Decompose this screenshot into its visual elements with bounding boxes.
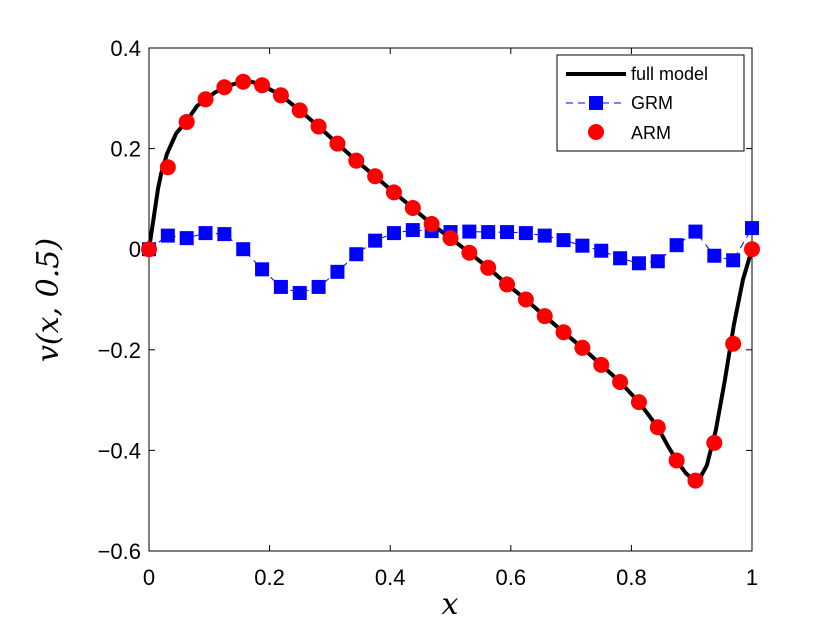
arm-point <box>367 168 384 185</box>
y-tick-label: −0.2 <box>98 338 141 363</box>
arm-point <box>291 102 308 119</box>
grm-point <box>669 238 684 253</box>
arm-point <box>499 276 516 293</box>
x-tick-label: 1 <box>746 565 758 590</box>
y-tick-label: −0.4 <box>98 438 141 463</box>
y-axis-label: v(x, 0.5) <box>31 238 66 362</box>
grm-point <box>688 224 703 239</box>
arm-point <box>442 230 459 247</box>
grm-point <box>518 226 533 241</box>
arm-point <box>649 419 666 436</box>
y-tick-label: 0.4 <box>110 36 141 61</box>
grm-point <box>386 226 401 241</box>
arm-point <box>385 184 402 201</box>
legend: full model GRM ARM <box>556 54 745 152</box>
arm-point <box>272 87 289 104</box>
grm-point <box>179 231 194 246</box>
arm-point <box>706 434 723 451</box>
grm-point <box>349 247 364 262</box>
arm-point <box>310 118 327 135</box>
x-tick-label: 0.2 <box>254 565 285 590</box>
grm-point <box>462 224 477 239</box>
legend-box <box>556 54 745 152</box>
arm-point <box>630 394 647 411</box>
grm-point <box>368 233 383 248</box>
grm-point <box>726 253 741 268</box>
legend-grm-marker <box>589 96 603 110</box>
grm-point <box>707 248 722 263</box>
axis-ticks: 0 0.2 0.4 0.6 0.8 1 −0.6 −0.4 −0.2 0 0.2 0.4 <box>98 36 759 590</box>
arm-point <box>536 308 553 325</box>
grm-point <box>236 242 251 257</box>
arm-point <box>178 113 195 130</box>
x-axis-label: x <box>442 587 459 622</box>
arm-point <box>329 135 346 152</box>
arm-point <box>555 324 572 341</box>
arm-point <box>687 472 704 489</box>
arm-point <box>593 356 610 373</box>
arm-point <box>235 73 252 90</box>
y-tick-label: −0.6 <box>98 539 141 564</box>
grm-point <box>198 226 213 241</box>
x-tick-label: 0 <box>143 565 155 590</box>
arm-point <box>574 339 591 356</box>
grm-point <box>255 262 270 277</box>
arm-point <box>141 241 157 258</box>
grm-point <box>745 221 759 236</box>
grm-point <box>330 264 345 279</box>
arm-point <box>744 241 760 258</box>
arm-point <box>159 159 176 176</box>
arm-point <box>517 291 534 308</box>
grm-point <box>613 251 628 266</box>
arm-point <box>254 77 271 94</box>
grm-point <box>556 233 571 248</box>
legend-full-model-label: full model <box>631 64 708 84</box>
legend-arm-label: ARM <box>631 123 671 143</box>
grm-point <box>217 227 232 242</box>
arm-point <box>348 152 365 169</box>
arm-point <box>461 244 478 261</box>
grm-point <box>594 243 609 258</box>
y-tick-label: 0 <box>129 237 141 262</box>
x-tick-label: 0.6 <box>496 565 527 590</box>
grm-point <box>405 223 420 238</box>
arm-point <box>423 216 440 233</box>
grm-point <box>500 225 515 240</box>
series-layer <box>141 73 760 489</box>
grm-point <box>292 285 307 300</box>
arm-point <box>197 91 214 108</box>
grm-point <box>481 225 496 240</box>
legend-grm-label: GRM <box>631 93 673 113</box>
y-tick-label: 0.2 <box>110 137 141 162</box>
x-tick-label: 0.8 <box>616 565 647 590</box>
grm-point <box>575 238 590 253</box>
arm-point <box>725 335 742 352</box>
arm-point <box>612 373 629 390</box>
grm-point <box>273 279 288 294</box>
grm-point <box>160 228 175 243</box>
grm-point <box>631 256 646 271</box>
x-tick-label: 0.4 <box>375 565 406 590</box>
arm-point <box>404 199 421 216</box>
grm-point <box>537 228 552 243</box>
legend-arm-marker <box>588 124 604 140</box>
arm-point <box>216 79 233 96</box>
arm-point <box>668 452 685 469</box>
arm-point <box>480 259 497 276</box>
grm-point <box>311 279 326 294</box>
grm-point <box>650 254 665 269</box>
